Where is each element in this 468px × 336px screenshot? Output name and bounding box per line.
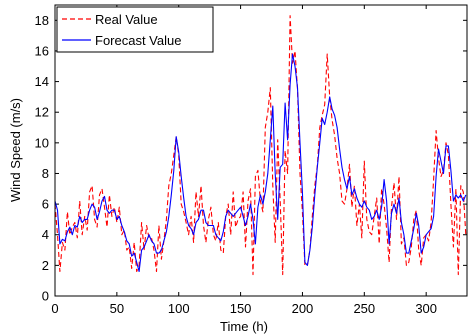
axis-ticks <box>54 5 467 297</box>
x-axis-label: Time (h) <box>220 319 268 334</box>
y-tick-label: 0 <box>42 289 49 304</box>
x-tick-label: 50 <box>110 301 124 316</box>
legend-label-real: Real Value <box>95 12 158 27</box>
series-lines <box>55 15 467 276</box>
series-line-forecast-value <box>55 53 467 273</box>
x-tick-label: 250 <box>353 301 375 316</box>
x-tick-labels: 0 50 100 150 200 250 300 <box>51 301 437 316</box>
y-tick-label: 10 <box>35 135 49 150</box>
y-tick-label: 2 <box>42 258 49 273</box>
x-tick-label: 0 <box>51 301 58 316</box>
y-tick-label: 8 <box>42 166 49 181</box>
x-tick-label: 200 <box>292 301 314 316</box>
y-tick-label: 4 <box>42 227 49 242</box>
y-tick-label: 16 <box>35 43 49 58</box>
y-axis-label: Wind Speed (m/s) <box>8 98 23 202</box>
y-tick-label: 14 <box>35 74 49 89</box>
y-tick-label: 18 <box>35 13 49 28</box>
y-tick-label: 12 <box>35 105 49 120</box>
legend-label-forecast: Forecast Value <box>95 33 181 48</box>
x-tick-label: 300 <box>415 301 437 316</box>
x-tick-label: 100 <box>168 301 190 316</box>
y-tick-label: 6 <box>42 197 49 212</box>
plot-frame <box>54 4 468 297</box>
legend-box <box>56 6 214 53</box>
y-tick-labels: 0 2 4 6 8 10 12 14 16 18 <box>35 13 49 304</box>
x-tick-label: 150 <box>230 301 252 316</box>
legend: Real Value Forecast Value <box>56 6 214 53</box>
